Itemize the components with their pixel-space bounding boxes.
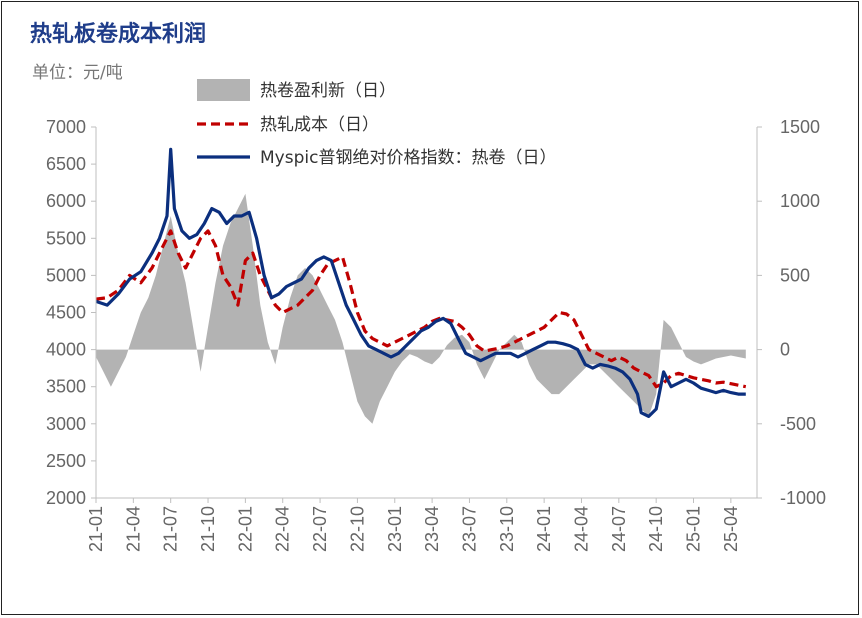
x-tick-label: 24-10 bbox=[646, 506, 666, 552]
unit-label: 单位：元/吨 bbox=[32, 63, 123, 83]
x-tick-label: 23-07 bbox=[459, 506, 479, 552]
legend-label: Myspic普钢绝对价格指数：热卷（日） bbox=[260, 148, 556, 168]
left-tick-label: 2500 bbox=[46, 451, 86, 471]
series-profit-area bbox=[96, 193, 746, 424]
x-tick-label: 24-04 bbox=[571, 506, 591, 552]
legend-swatch-profit bbox=[197, 79, 250, 101]
left-tick-label: 3000 bbox=[46, 414, 86, 434]
x-tick-label: 25-01 bbox=[684, 506, 704, 552]
x-tick-label: 21-07 bbox=[161, 506, 181, 552]
right-tick-label: 1500 bbox=[780, 117, 820, 137]
series-price-index-line bbox=[95, 147, 746, 418]
left-tick-label: 4000 bbox=[46, 340, 86, 360]
x-tick-label: 23-01 bbox=[385, 506, 405, 552]
legend-label: 热卷盈利新（日） bbox=[260, 81, 396, 101]
x-tick-label: 24-01 bbox=[534, 506, 554, 552]
series-cost-line bbox=[95, 229, 747, 389]
left-tick-label: 5500 bbox=[46, 228, 86, 248]
left-tick-label: 7000 bbox=[46, 117, 86, 137]
right-tick-label: 0 bbox=[780, 340, 790, 360]
x-tick-label: 22-04 bbox=[273, 506, 293, 552]
left-tick-label: 4500 bbox=[46, 303, 86, 323]
x-tick-label: 24-07 bbox=[609, 506, 629, 552]
x-tick-label: 23-10 bbox=[497, 506, 517, 552]
right-tick-label: -1000 bbox=[780, 488, 826, 508]
legend-label: 热轧成本（日） bbox=[260, 115, 379, 135]
x-tick-label: 21-10 bbox=[198, 506, 218, 552]
right-tick-label: 500 bbox=[780, 265, 810, 285]
left-tick-label: 5000 bbox=[46, 265, 86, 285]
left-tick-label: 2000 bbox=[46, 488, 86, 508]
x-tick-label: 23-04 bbox=[422, 506, 442, 552]
right-tick-label: -500 bbox=[780, 414, 816, 434]
chart-title: 热轧板卷成本利润 bbox=[30, 22, 207, 47]
x-tick-label: 22-01 bbox=[235, 506, 255, 552]
left-tick-label: 6500 bbox=[46, 154, 86, 174]
left-tick-label: 6000 bbox=[46, 191, 86, 211]
x-tick-label: 22-10 bbox=[347, 506, 367, 552]
x-tick-label: 21-04 bbox=[123, 506, 143, 552]
x-tick-label: 25-04 bbox=[721, 506, 741, 552]
right-tick-label: 1000 bbox=[780, 191, 820, 211]
left-tick-label: 3500 bbox=[46, 377, 86, 397]
x-tick-label: 22-07 bbox=[310, 506, 330, 552]
x-tick-label: 21-01 bbox=[86, 506, 106, 552]
